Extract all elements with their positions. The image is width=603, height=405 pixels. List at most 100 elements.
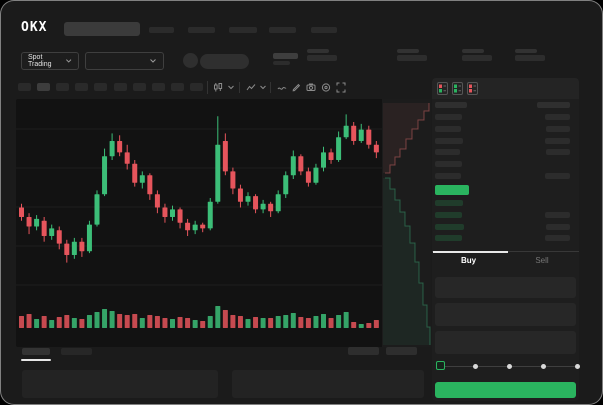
nav-item-placeholder[interactable]	[149, 27, 174, 33]
timeframe-button[interactable]	[151, 83, 165, 91]
search-input[interactable]	[64, 22, 140, 36]
price-field[interactable]	[435, 277, 576, 298]
wicks-layer	[21, 114, 377, 263]
orderbook-panel: Buy Sell	[432, 78, 580, 401]
slider-stop-dot[interactable]	[472, 364, 478, 369]
amount-field[interactable]	[435, 303, 576, 326]
timeframe-button[interactable]	[170, 83, 184, 91]
amount-slider-track[interactable]	[436, 366, 575, 367]
orderbook-header-amount	[537, 102, 570, 108]
pair-coin-avatar	[183, 53, 198, 68]
stat-label-placeholder	[307, 49, 329, 53]
toolbar-divider	[270, 82, 271, 93]
slider-stop-dot[interactable]	[540, 364, 546, 369]
market-type-label: Spot Trading	[28, 54, 52, 68]
ask-row[interactable]	[435, 125, 461, 132]
orders-filter-button[interactable]	[386, 347, 417, 355]
amount-bar	[545, 114, 570, 120]
stat-label-placeholder	[397, 49, 419, 53]
last-price-placeholder	[273, 53, 298, 59]
bid-row[interactable]	[435, 223, 464, 230]
tab-sell[interactable]: Sell	[535, 256, 549, 265]
chevron-down-icon	[150, 59, 156, 63]
indicators-icon[interactable]	[246, 82, 256, 93]
candlestick-chart	[16, 99, 431, 347]
timeframe-button[interactable]	[132, 83, 146, 91]
buy-submit-button[interactable]	[435, 382, 576, 398]
volume-layer	[19, 306, 379, 328]
pair-name-placeholder[interactable]	[200, 54, 249, 69]
bid-row[interactable]	[435, 235, 462, 242]
book-combined-icon[interactable]	[437, 82, 448, 95]
bid-row[interactable]	[435, 200, 463, 206]
candle-style-icon[interactable]	[213, 82, 223, 93]
nav-item-placeholder[interactable]	[229, 27, 257, 33]
pair-selector-dropdown[interactable]	[85, 52, 164, 70]
amount-bar	[546, 149, 570, 156]
orderbook-header-price	[435, 102, 467, 108]
toolbar-divider	[207, 81, 208, 94]
orders-table-placeholder	[232, 370, 424, 398]
draw-tool-icon[interactable]	[291, 82, 301, 93]
book-asks-icon[interactable]	[467, 82, 478, 95]
market-type-dropdown[interactable]: Spot Trading	[21, 52, 79, 70]
depth-overlay	[382, 99, 431, 347]
candles-layer	[19, 125, 379, 255]
gridlines	[16, 128, 382, 286]
timeframe-button[interactable]	[189, 83, 203, 91]
bid-row[interactable]	[435, 211, 462, 218]
orders-table-placeholder	[22, 370, 218, 398]
stat-value-placeholder	[397, 55, 427, 61]
timeframe-button[interactable]	[56, 83, 70, 91]
total-field[interactable]	[435, 331, 576, 354]
fiat-price-placeholder	[273, 61, 290, 65]
chevron-down-icon	[65, 59, 71, 63]
target-icon[interactable]	[321, 82, 331, 93]
book-bids-icon[interactable]	[452, 82, 463, 95]
orderbook-toolbar	[432, 78, 579, 99]
fullscreen-icon[interactable]	[336, 82, 346, 93]
stat-label-placeholder	[462, 49, 484, 53]
stat-value-placeholder	[462, 55, 492, 61]
okx-logo: OKX	[21, 20, 48, 35]
amount-bar	[545, 137, 570, 144]
amount-bar	[545, 173, 570, 179]
timeframe-button[interactable]	[37, 83, 51, 91]
slider-stop-dot[interactable]	[506, 364, 512, 369]
nav-item-placeholder[interactable]	[311, 27, 337, 33]
stat-value-placeholder	[307, 55, 337, 61]
ask-row[interactable]	[435, 161, 462, 168]
ask-row[interactable]	[435, 114, 462, 120]
ask-row[interactable]	[435, 149, 460, 156]
timeframe-button[interactable]	[75, 83, 89, 91]
amount-bar	[545, 235, 570, 242]
timeframe-button[interactable]	[94, 83, 108, 91]
stat-label-placeholder	[515, 49, 537, 53]
timeframe-row	[18, 83, 214, 91]
amount-bar	[545, 211, 570, 218]
active-tab-underline	[21, 359, 51, 361]
orders-tab[interactable]	[61, 348, 92, 355]
slider-stop-dot[interactable]	[574, 364, 580, 369]
chevron-down-icon[interactable]	[227, 85, 235, 91]
buy-tab-indicator	[433, 251, 508, 253]
last-price-bar[interactable]	[435, 185, 469, 195]
ask-row[interactable]	[435, 173, 461, 179]
chevron-down-icon[interactable]	[259, 85, 267, 91]
slider-handle[interactable]	[436, 361, 445, 370]
nav-item-placeholder[interactable]	[269, 27, 296, 33]
nav-item-placeholder[interactable]	[188, 27, 215, 33]
orders-filter-button[interactable]	[348, 347, 379, 355]
stat-value-placeholder	[515, 55, 545, 61]
price-chart[interactable]	[16, 99, 431, 347]
timeframe-button[interactable]	[113, 83, 127, 91]
timeframe-button[interactable]	[18, 83, 31, 91]
tab-buy[interactable]: Buy	[460, 256, 477, 265]
orders-tab-active[interactable]	[22, 348, 50, 355]
toolbar-divider	[239, 82, 240, 93]
amount-bar	[546, 223, 570, 230]
camera-icon[interactable]	[306, 82, 316, 93]
line-style-icon[interactable]	[277, 83, 287, 94]
ask-row[interactable]	[435, 137, 463, 144]
